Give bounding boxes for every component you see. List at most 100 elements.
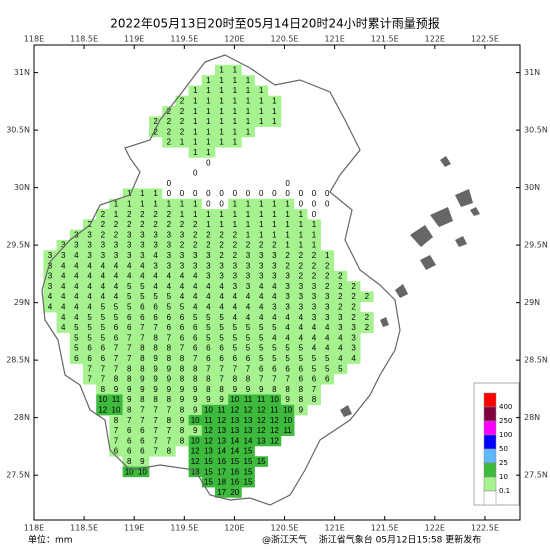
rain-value: 18 (217, 478, 226, 487)
rain-cell (96, 301, 110, 313)
rain-value: 4 (61, 261, 66, 270)
rain-cell (254, 239, 269, 251)
rain-value: 3 (101, 241, 106, 250)
rain-cell (267, 353, 282, 364)
rain-value: 8 (140, 364, 145, 373)
rain-cell (347, 342, 361, 354)
rain-value: 8 (140, 395, 145, 404)
rain-value: 11 (244, 395, 253, 404)
rain-value: 7 (127, 333, 132, 342)
rain-cell (267, 106, 282, 117)
rain-value: 5 (272, 354, 277, 363)
rain-cell (96, 209, 110, 220)
rain-cell (307, 384, 321, 395)
rain-cell (201, 250, 216, 261)
rain-cell (201, 188, 216, 200)
x-tick-label: 121.5E (371, 524, 399, 533)
rain-value: 1 (312, 241, 317, 250)
rain-cell (228, 353, 242, 364)
rain-cell (149, 353, 163, 364)
rain-cell (109, 342, 123, 354)
rain-cell (267, 322, 282, 333)
rain-value: 6 (312, 375, 317, 384)
rain-value: 3 (206, 251, 211, 260)
rain-cell (109, 198, 123, 210)
rain-cell (188, 260, 203, 272)
rain-value: 5 (87, 323, 92, 332)
legend-swatch (483, 448, 497, 464)
rain-cell (215, 85, 229, 97)
rain-cell (241, 260, 255, 272)
rain-cell (135, 332, 150, 344)
rain-value: 3 (48, 272, 53, 281)
rain-cell (333, 291, 348, 303)
rain-value: 3 (140, 241, 145, 250)
rain-value: 7 (140, 323, 145, 332)
rain-value: 0 (219, 189, 224, 198)
rain-value: 0 (312, 200, 317, 209)
rain-cell (228, 342, 242, 354)
rain-value: 1 (246, 200, 251, 209)
rain-value: 2 (153, 220, 158, 229)
rain-cell (109, 445, 123, 457)
rain-cell (56, 239, 71, 251)
rain-cell (109, 229, 123, 241)
rain-cell (333, 322, 348, 333)
rain-value: 0 (312, 189, 317, 198)
rain-cell (307, 373, 321, 385)
rain-value: 4 (193, 272, 198, 281)
rain-cell (162, 229, 176, 241)
rain-cell (96, 291, 110, 303)
rain-cell (122, 301, 137, 313)
rain-value: 8 (153, 333, 158, 342)
rain-value: 14 (217, 447, 226, 456)
rain-value: 1 (233, 210, 238, 219)
rain-value: 2 (180, 97, 185, 106)
rain-value: 9 (167, 364, 172, 373)
rain-value: 9 (153, 375, 158, 384)
rain-value: 6 (140, 303, 145, 312)
rain-value: 9 (114, 385, 119, 394)
rain-cell (281, 301, 295, 313)
rain-cell (241, 75, 255, 86)
rain-cell (135, 188, 150, 200)
rain-cell (241, 198, 255, 210)
rain-cell (241, 312, 255, 323)
rain-cell (281, 373, 295, 385)
rain-cell (307, 239, 321, 251)
rain-cell (188, 322, 203, 333)
rain-cell (162, 219, 176, 230)
rain-cell (162, 312, 176, 323)
rain-value: 5 (127, 282, 132, 291)
rain-cell (215, 373, 229, 385)
y-tick-label: 30N (524, 183, 540, 192)
rain-value: 2 (299, 272, 304, 281)
rain-cell (241, 126, 255, 138)
x-tick-label: 121E (324, 35, 344, 44)
rain-cell (109, 373, 123, 385)
rain-cell (254, 291, 269, 303)
rain-value: 3 (246, 251, 251, 260)
rain-cell (307, 260, 321, 272)
rain-value: 7 (140, 333, 145, 342)
rain-cell (122, 270, 137, 282)
rain-value: 1 (114, 210, 119, 219)
rain-value: 4 (325, 323, 330, 332)
rain-cell (241, 281, 255, 292)
rain-cell (96, 394, 110, 406)
rain-cell (228, 456, 242, 467)
rain-value: 5 (299, 354, 304, 363)
rain-cell (215, 95, 229, 107)
rain-cell (215, 435, 229, 447)
rain-value: 3 (48, 251, 53, 260)
x-tick-label: 122E (425, 35, 445, 44)
rain-cell (333, 312, 348, 323)
rain-value: 8 (140, 344, 145, 353)
rain-cell (69, 322, 84, 333)
rain-value: 4 (61, 323, 66, 332)
rain-cell (188, 312, 203, 323)
rain-cell (228, 239, 242, 251)
rain-value: 2 (312, 251, 317, 260)
rain-cell (201, 363, 216, 375)
rain-value: 3 (325, 292, 330, 301)
